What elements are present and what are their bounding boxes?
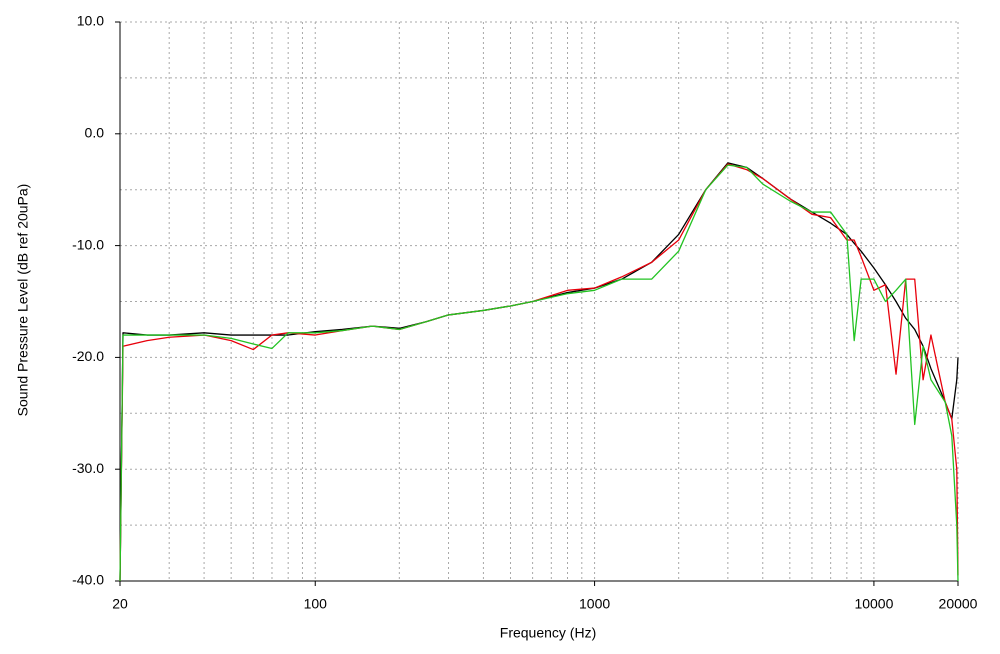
x-axis-label: Frequency (Hz) (500, 625, 596, 641)
y-tick-label: -40.0 (72, 572, 104, 588)
y-tick-label: -10.0 (72, 236, 104, 252)
series-line (119, 163, 959, 582)
x-tick-label: 100 (304, 596, 328, 612)
x-tick-label: 10000 (854, 596, 893, 612)
y-tick-label: -30.0 (72, 460, 104, 476)
y-tick-label: -20.0 (72, 348, 104, 364)
y-tick-label: 0.0 (85, 125, 105, 141)
x-tick-label: 1000 (579, 596, 610, 612)
series-line (119, 164, 959, 582)
y-axis-label: Sound Pressure Level (dB ref 20uPa) (15, 184, 31, 417)
x-tick-label: 20 (112, 596, 128, 612)
x-tick-label: 20000 (939, 596, 978, 612)
y-tick-label: 10.0 (77, 13, 104, 29)
series-line (119, 162, 959, 582)
